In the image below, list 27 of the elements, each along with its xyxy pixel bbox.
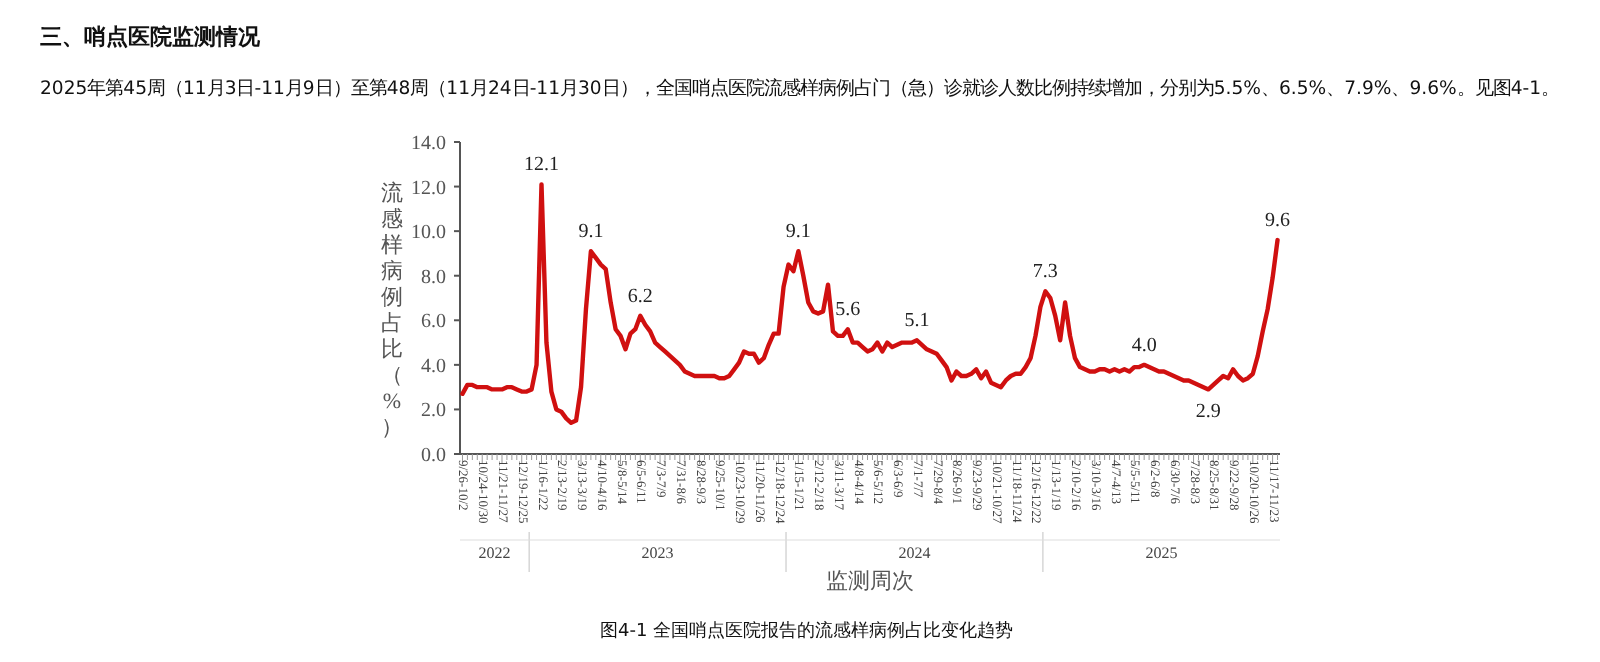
data-label: 12.1 [524,154,560,177]
data-label: 9.1 [578,221,604,244]
text: 2024 [898,544,931,562]
data-label: 9.1 [785,221,811,244]
y-tick-label: 12.0 [411,177,446,200]
data-label: 9.6 [1265,210,1291,233]
text: 流感样病例占比（%） [381,182,403,440]
text: 2022 [478,544,511,562]
y-tick-label: 0.0 [421,445,446,467]
data-label: 2.9 [1195,401,1221,424]
data-label: 5.6 [835,299,861,322]
y-tick-label: 14.0 [411,133,446,155]
y-tick-label: 10.0 [411,222,446,245]
text: 三、哨点医院监测情况 [40,24,262,50]
y-tick-label: 8.0 [421,266,446,289]
y-tick-label: 6.0 [421,311,446,334]
data-label: 4.0 [1131,334,1157,357]
y-tick-label: 2.0 [421,400,446,423]
y-tick-label: 4.0 [421,355,446,378]
caption: 图4-1 全国哨点医院报告的流感样病例占比变化趋势 [600,620,1014,642]
chart-subtitle: 2025年第45周（11月3日-11月9日）至第48周（11月24日-11月30日），全国哨点医院流感样病例占门（急）诊就诊人数比例持续增加，分别为5.5%、6.5%、7.9%、9.6%。见图4-1。 [40,78,1559,100]
data-label: 6.2 [627,285,653,308]
data-label: 7.3 [1032,261,1058,284]
x-axis-title: 监测周次 [826,570,914,594]
data-label: 5.1 [904,310,930,333]
text: 2023 [641,544,674,562]
text: 2025 [1145,544,1178,562]
